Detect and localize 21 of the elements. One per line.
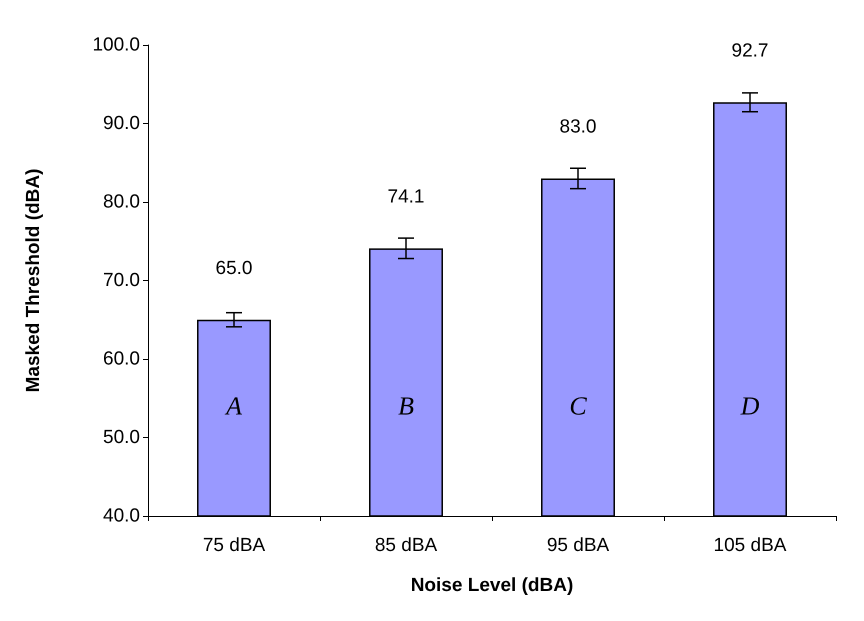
data-label: 92.7 [732, 40, 768, 62]
y-tick-label: 80.0 [103, 192, 140, 212]
data-label: 74.1 [388, 186, 424, 208]
y-tick-label: 50.0 [103, 427, 140, 448]
data-label: 83.0 [560, 116, 596, 138]
y-axis-title: Masked Threshold (dBA) [23, 168, 44, 392]
x-axis-title: Noise Level (dBA) [410, 575, 574, 596]
x-tick-label: 95 dBA [546, 535, 610, 556]
y-tick-label: 40.0 [103, 506, 140, 526]
y-tick-label: 60.0 [103, 348, 140, 370]
annotation: A [224, 392, 242, 420]
annotation: D [740, 392, 760, 420]
y-tick-label: 90.0 [103, 113, 140, 134]
x-tick-label: 75 dBA [202, 535, 266, 556]
y-tick-label: 100.0 [92, 34, 140, 56]
annotation: C [569, 392, 588, 420]
data-label: 65.0 [216, 258, 252, 279]
x-tick-label: 85 dBA [374, 535, 438, 556]
y-tick-label: 70.0 [103, 270, 140, 291]
annotation: B [398, 392, 414, 420]
x-tick-label: 105 dBA [714, 535, 787, 556]
